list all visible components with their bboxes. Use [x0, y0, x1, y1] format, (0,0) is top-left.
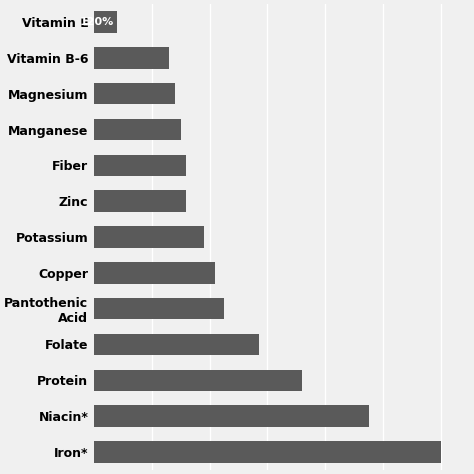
- Bar: [94, 155, 186, 176]
- Bar: [94, 47, 169, 69]
- Bar: [94, 119, 181, 140]
- Bar: [94, 298, 224, 319]
- Text: 120%: 120%: [80, 17, 114, 27]
- Bar: [94, 441, 441, 463]
- Bar: [94, 191, 186, 212]
- Bar: [94, 11, 117, 33]
- Bar: [94, 262, 215, 283]
- Bar: [94, 405, 369, 427]
- Bar: [94, 334, 259, 355]
- Bar: [94, 83, 175, 104]
- Bar: [94, 226, 204, 248]
- Bar: [94, 370, 302, 391]
